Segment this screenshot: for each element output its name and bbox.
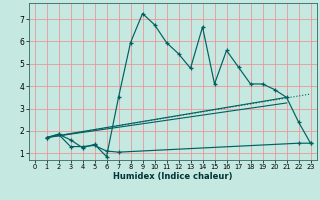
X-axis label: Humidex (Indice chaleur): Humidex (Indice chaleur) bbox=[113, 172, 232, 181]
